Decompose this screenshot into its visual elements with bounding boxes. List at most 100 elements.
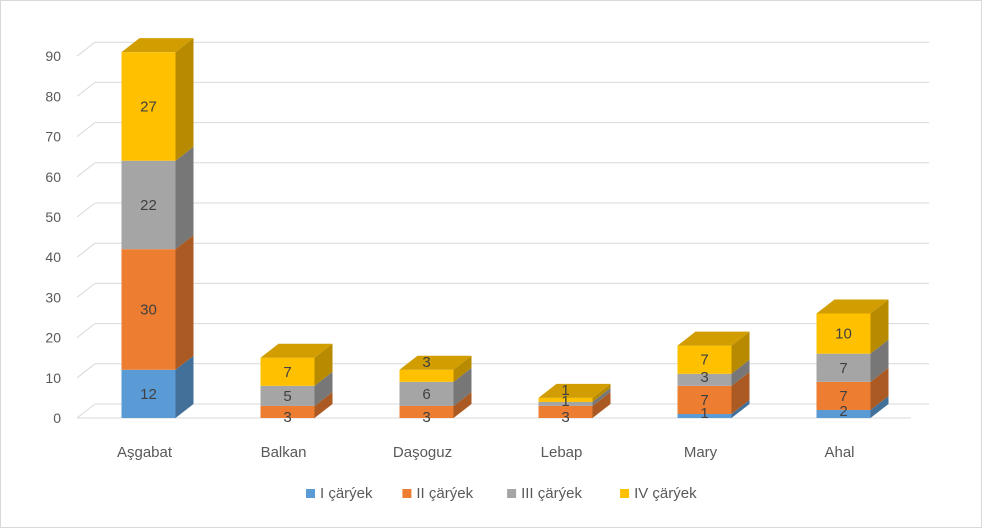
gridline-side — [76, 242, 96, 258]
bar-segment-side — [175, 355, 194, 418]
bar-segment-side — [592, 383, 611, 402]
data-label: 30 — [140, 301, 157, 318]
bar-segment-side — [453, 391, 472, 418]
legend-label: III çärýek — [521, 485, 582, 502]
bar-segment — [260, 405, 315, 418]
bar-segment-side — [731, 359, 750, 386]
data-label: 6 — [422, 386, 430, 403]
data-label: 10 — [835, 326, 852, 343]
bar-segment — [816, 353, 871, 382]
bar-segment-side — [175, 38, 194, 161]
bar-segment-side — [175, 146, 194, 250]
x-tick-label: Aşgabat — [117, 444, 173, 461]
bar-segment — [121, 52, 176, 161]
bar-segment-side — [314, 371, 333, 406]
gridline-side — [76, 283, 96, 298]
bar-segment — [121, 160, 176, 250]
bar-segment-side — [870, 299, 889, 354]
bar-segment — [816, 409, 871, 418]
y-tick-label: 20 — [45, 330, 61, 346]
bar-segment — [260, 357, 315, 386]
legend-label: II çärýek — [416, 485, 473, 502]
y-tick-label: 70 — [45, 129, 61, 145]
gridline-side — [76, 122, 96, 137]
y-axis-ticks: 0 10 20 30 40 50 60 70 80 90 — [45, 48, 61, 426]
legend-swatch — [620, 489, 630, 498]
y-tick-label: 50 — [45, 209, 61, 225]
gridline-side — [76, 82, 96, 97]
bar-segment — [816, 381, 871, 410]
data-label: 7 — [700, 352, 708, 369]
bar-segment-side — [731, 371, 750, 414]
gridline-side — [76, 363, 96, 379]
bar-segment-side — [731, 331, 750, 374]
data-label: 7 — [283, 364, 291, 381]
gridline-side — [76, 403, 96, 419]
x-tick-label: Mary — [684, 444, 718, 461]
bar-segment — [121, 369, 176, 418]
y-tick-label: 30 — [45, 289, 61, 305]
data-label: 2 — [839, 403, 847, 420]
bar-segment-side — [731, 399, 750, 418]
bar-segment — [121, 249, 176, 370]
data-label: 3 — [422, 409, 430, 426]
data-label: 3 — [561, 409, 569, 426]
data-label: 3 — [283, 409, 291, 426]
data-label: 3 — [422, 354, 430, 371]
data-label: 7 — [839, 360, 847, 377]
bar-segment-side — [314, 391, 333, 418]
data-label: 7 — [700, 392, 708, 409]
x-tick-label: Lebap — [541, 444, 583, 461]
bar-segment — [260, 385, 315, 406]
gridline-side — [76, 202, 96, 218]
data-label: 27 — [140, 98, 157, 115]
bar-segment-side — [592, 391, 611, 418]
bar-segment — [677, 373, 732, 386]
legend: I çärýek II çärýek III çärýek IV çärýek — [306, 485, 697, 502]
bar-segment-side — [453, 355, 472, 382]
y-tick-label: 80 — [45, 88, 61, 104]
gridline-side — [76, 162, 96, 178]
bar-segment — [677, 385, 732, 414]
bar-segment-side — [870, 367, 889, 410]
x-tick-label: Ahal — [824, 444, 854, 461]
bar-segment — [816, 313, 871, 354]
data-label: 12 — [140, 386, 157, 403]
bar-segment — [677, 413, 732, 418]
bar-segment-side — [592, 387, 611, 406]
data-label: 3 — [700, 369, 708, 386]
bar-top — [816, 299, 889, 314]
x-tick-label: Balkan — [261, 444, 307, 461]
bar-top — [260, 343, 333, 358]
bar-segment — [399, 369, 454, 382]
bar-segment-side — [314, 343, 333, 386]
data-label: 1 — [561, 393, 569, 410]
bar-top — [399, 355, 472, 370]
bar-top — [538, 383, 611, 398]
y-tick-label: 10 — [45, 370, 61, 386]
data-label: 22 — [140, 197, 157, 214]
legend-swatch — [507, 489, 517, 498]
bar-segment — [399, 381, 454, 406]
legend-label: IV çärýek — [634, 485, 697, 502]
bar-segment — [677, 345, 732, 374]
bar-top — [121, 38, 194, 53]
data-label: 5 — [283, 388, 291, 405]
gridline-side — [76, 323, 96, 338]
x-tick-label: Daşoguz — [393, 444, 452, 461]
y-tick-label: 60 — [45, 169, 61, 185]
legend-swatch — [306, 489, 315, 498]
bar-segment-side — [175, 235, 194, 370]
bar-segment — [538, 401, 593, 406]
x-axis-labels: Aşgabat Balkan Daşoguz Lebap Mary Ahal — [117, 444, 855, 461]
y-tick-label: 40 — [45, 249, 61, 265]
gridline-side — [76, 41, 96, 57]
y-tick-label: 90 — [45, 48, 61, 64]
bar-segment — [538, 405, 593, 418]
bar-top — [677, 331, 750, 346]
bar-segment-side — [870, 395, 889, 418]
data-label: 1 — [561, 382, 569, 399]
gridlines — [76, 41, 929, 419]
bar-segment — [399, 405, 454, 418]
